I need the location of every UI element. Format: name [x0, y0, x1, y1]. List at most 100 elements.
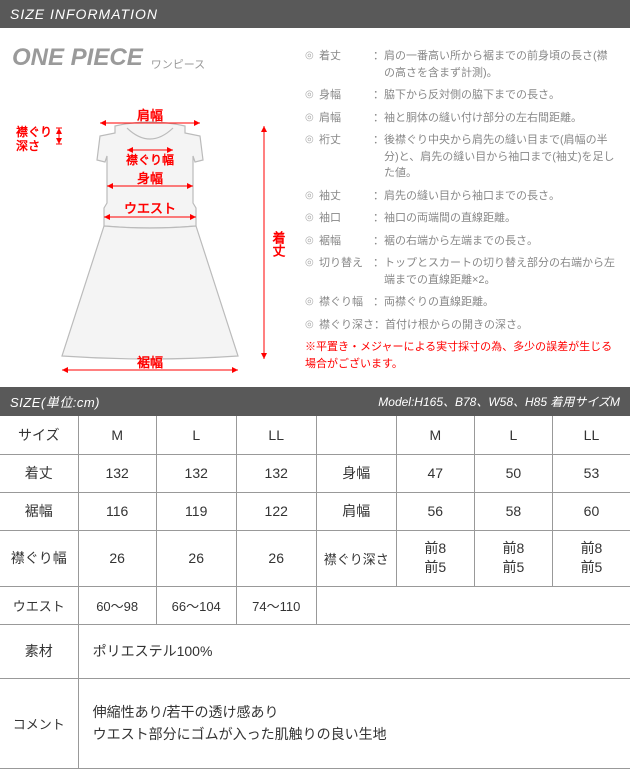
erifukasa-label-2: 深さ: [16, 138, 40, 153]
mihaba-label: 身幅: [137, 171, 163, 186]
erihaba-l: 26: [156, 530, 236, 586]
garment-diagram: 肩幅 襟ぐり 深さ 襟ぐり幅 身幅 ウエスト: [0, 78, 300, 378]
header-m: M: [78, 416, 156, 454]
product-title-en: ONE PIECE: [12, 44, 143, 72]
waist-label: ウエスト: [124, 201, 176, 216]
def-label: 着丈: [319, 48, 373, 65]
def-label: 肩幅: [319, 110, 373, 127]
def-text: 袖口の両端間の直線距離。: [384, 210, 618, 227]
def-label: 襟ぐり幅: [319, 294, 373, 311]
erifukasa-m: 前8 前5: [396, 530, 474, 586]
bullet-icon: ◎: [305, 110, 319, 125]
definition-row: ◎裄丈：後襟ぐり中央から肩先の縫い目まで(肩幅の半分)と、肩先の縫い目から袖口ま…: [305, 132, 618, 182]
def-label: 身幅: [319, 87, 373, 104]
bullet-icon: ◎: [305, 294, 319, 309]
def-colon: ：: [373, 294, 384, 311]
def-label: 襟ぐり深さ: [319, 317, 374, 334]
def-text: 両襟ぐりの直線距離。: [384, 294, 618, 311]
measurement-note: ※平置き・メジャーによる実寸採寸の為、多少の誤差が生じる場合がございます。: [305, 339, 618, 372]
row-erihaba-erifukasa: 襟ぐり幅 26 26 26 襟ぐり深さ 前8 前5 前8 前5 前8 前5: [0, 530, 630, 586]
def-label: 裾幅: [319, 233, 373, 250]
katahaba-l: 58: [474, 492, 552, 530]
definition-row: ◎身幅：脇下から反対側の脇下までの長さ。: [305, 87, 618, 104]
row-material: 素材 ポリエステル100%: [0, 624, 630, 678]
waist-l: 66～104: [156, 586, 236, 624]
definition-row: ◎襟ぐり深さ：首付け根からの開きの深さ。: [305, 317, 618, 334]
garment-skirt-shape: [62, 226, 238, 359]
erifukasa-ll: 前8 前5: [552, 530, 630, 586]
header-l2: L: [474, 416, 552, 454]
definition-row: ◎袖口：袖口の両端間の直線距離。: [305, 210, 618, 227]
katahaba-label: 肩幅: [316, 492, 396, 530]
def-label: 袖丈: [319, 188, 373, 205]
mihaba-m: 47: [396, 454, 474, 492]
arrow: [56, 128, 62, 134]
diagram-column: ONE PIECE ワンピース 肩幅 襟ぐり 深さ: [0, 36, 305, 383]
erifukasa-l-1: 前8: [477, 539, 550, 559]
erifukasa-m-1: 前8: [399, 539, 472, 559]
bullet-icon: ◎: [305, 210, 319, 225]
header-size: サイズ: [0, 416, 78, 454]
def-colon: ：: [373, 87, 384, 104]
def-colon: ：: [373, 110, 384, 127]
size-table: サイズ M L LL M L LL 着丈 132 132 132 身幅 47 5…: [0, 416, 630, 769]
bullet-icon: ◎: [305, 233, 319, 248]
erifukasa-l: 前8 前5: [474, 530, 552, 586]
size-header-row: サイズ M L LL M L LL: [0, 416, 630, 454]
row-comment: コメント 伸縮性あり/若干の透け感あり ウエスト部分にゴムが入った肌触りの良い生…: [0, 678, 630, 768]
katahaba-ll: 60: [552, 492, 630, 530]
size-unit-label: SIZE(単位:cm): [10, 392, 100, 411]
erifukasa-ll-2: 前5: [555, 558, 628, 578]
definition-row: ◎裾幅：裾の右端から左端までの長さ。: [305, 233, 618, 250]
susohaba-l: 119: [156, 492, 236, 530]
arrow: [100, 120, 106, 126]
header-m2: M: [396, 416, 474, 454]
material-label: 素材: [0, 624, 78, 678]
mihaba-label: 身幅: [316, 454, 396, 492]
comment-value: 伸縮性あり/若干の透け感あり ウエスト部分にゴムが入った肌触りの良い生地: [78, 678, 630, 768]
kitake-m: 132: [78, 454, 156, 492]
bullet-icon: ◎: [305, 48, 319, 63]
erihaba-m: 26: [78, 530, 156, 586]
header-blank: [316, 416, 396, 454]
material-value: ポリエステル100%: [78, 624, 630, 678]
kitake-l: 132: [156, 454, 236, 492]
definition-row: ◎袖丈：肩先の縫い目から袖口までの長さ。: [305, 188, 618, 205]
kitake-label: 着丈: [0, 454, 78, 492]
def-colon: ：: [373, 48, 384, 65]
kitake-ll: 132: [236, 454, 316, 492]
def-text: 脇下から反対側の脇下までの長さ。: [384, 87, 618, 104]
def-text: 肩の一番高い所から裾までの前身頃の長さ(襟の高さを含まず計測)。: [384, 48, 618, 81]
comment-label: コメント: [0, 678, 78, 768]
def-text: 袖と胴体の縫い付け部分の左右間距離。: [384, 110, 618, 127]
bullet-icon: ◎: [305, 87, 319, 102]
erifukasa-label: 襟ぐり深さ: [316, 530, 396, 586]
header-ll2: LL: [552, 416, 630, 454]
def-text: 首付け根からの開きの深さ。: [385, 317, 618, 334]
arrow: [232, 367, 238, 373]
bullet-icon: ◎: [305, 188, 319, 203]
def-label: 切り替え: [319, 255, 373, 272]
mihaba-l: 50: [474, 454, 552, 492]
def-label: 袖口: [319, 210, 373, 227]
title-row: ONE PIECE ワンピース: [0, 44, 305, 78]
susohaba-label: 裾幅: [137, 355, 163, 370]
waist-label: ウエスト: [0, 586, 78, 624]
comment-line-1: 伸縮性あり/若干の透け感あり: [93, 701, 628, 723]
definitions-column: ◎着丈：肩の一番高い所から裾までの前身頃の長さ(襟の高さを含まず計測)。◎身幅：…: [305, 36, 630, 383]
comment-line-2: ウエスト部分にゴムが入った肌触りの良い生地: [93, 723, 628, 745]
row-susohaba-katahaba: 裾幅 116 119 122 肩幅 56 58 60: [0, 492, 630, 530]
susohaba-m: 116: [78, 492, 156, 530]
def-label: 裄丈: [319, 132, 373, 149]
top-section: ONE PIECE ワンピース 肩幅 襟ぐり 深さ: [0, 28, 630, 387]
erihaba-ll: 26: [236, 530, 316, 586]
susohaba-label: 裾幅: [0, 492, 78, 530]
definition-row: ◎肩幅：袖と胴体の縫い付け部分の左右間距離。: [305, 110, 618, 127]
model-info: Model:H165、B78、W58、H85 着用サイズM: [378, 393, 620, 410]
row-kitake-mihaba: 着丈 132 132 132 身幅 47 50 53: [0, 454, 630, 492]
header-title: SIZE INFORMATION: [10, 6, 158, 22]
def-colon: ：: [373, 255, 384, 272]
waist-blank: [316, 586, 630, 624]
bullet-icon: ◎: [305, 317, 319, 332]
header-l: L: [156, 416, 236, 454]
